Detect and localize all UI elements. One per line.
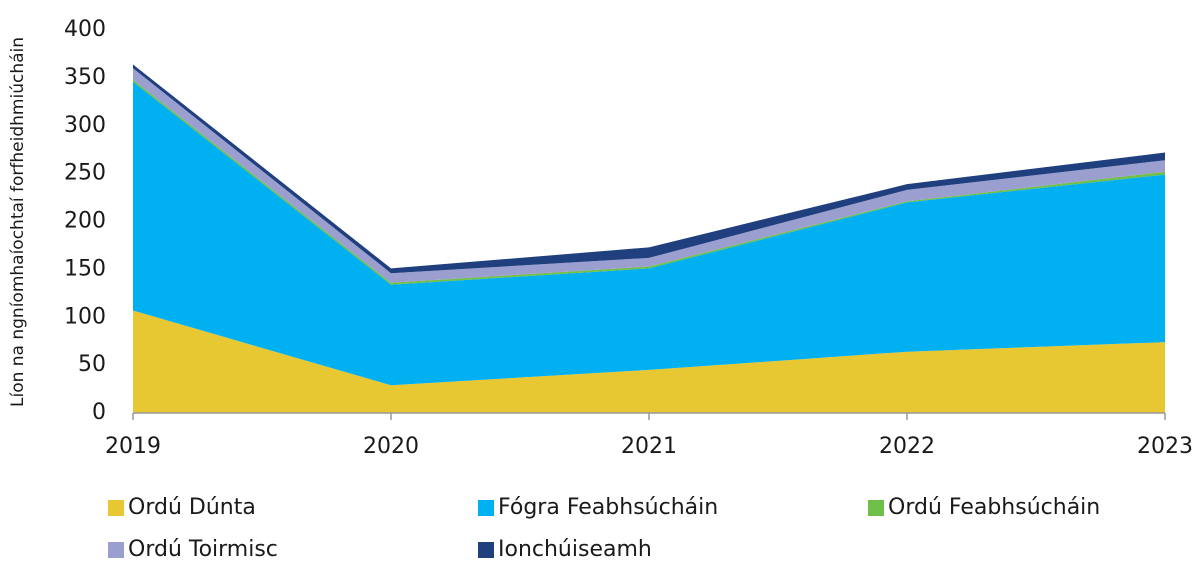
legend-label: Fógra Feabhsúcháin	[498, 495, 718, 520]
legend-swatch	[868, 500, 884, 516]
legend-swatch	[108, 500, 124, 516]
y-tick-label: 50	[78, 352, 106, 377]
legend-label: Ordú Toirmisc	[128, 537, 278, 562]
legend-swatch	[478, 500, 494, 516]
area	[133, 81, 1165, 386]
legend-label: Ordú Dúnta	[128, 495, 256, 520]
y-tick-label: 200	[64, 209, 106, 234]
legend-swatch	[108, 542, 124, 558]
legend-label: Ionchúiseamh	[498, 537, 652, 562]
x-tick-label: 2021	[621, 434, 677, 459]
y-tick-label: 150	[64, 256, 106, 281]
y-tick-label: 0	[92, 400, 106, 425]
area	[133, 310, 1165, 413]
x-tick-label: 2023	[1137, 434, 1193, 459]
y-axis-label: Líon na ngníomhaíochtaí forfheidhmiúchái…	[8, 37, 28, 407]
y-tick-label: 400	[64, 17, 106, 42]
y-tick-label: 350	[64, 65, 106, 90]
x-tick-label: 2019	[105, 434, 161, 459]
x-tick-label: 2022	[879, 434, 935, 459]
y-tick-label: 250	[64, 161, 106, 186]
legend-swatch	[478, 542, 494, 558]
legend-label: Ordú Feabhsúcháin	[888, 495, 1100, 520]
y-tick-label: 100	[64, 304, 106, 329]
x-tick-label: 2020	[363, 434, 419, 459]
y-tick-label: 300	[64, 113, 106, 138]
